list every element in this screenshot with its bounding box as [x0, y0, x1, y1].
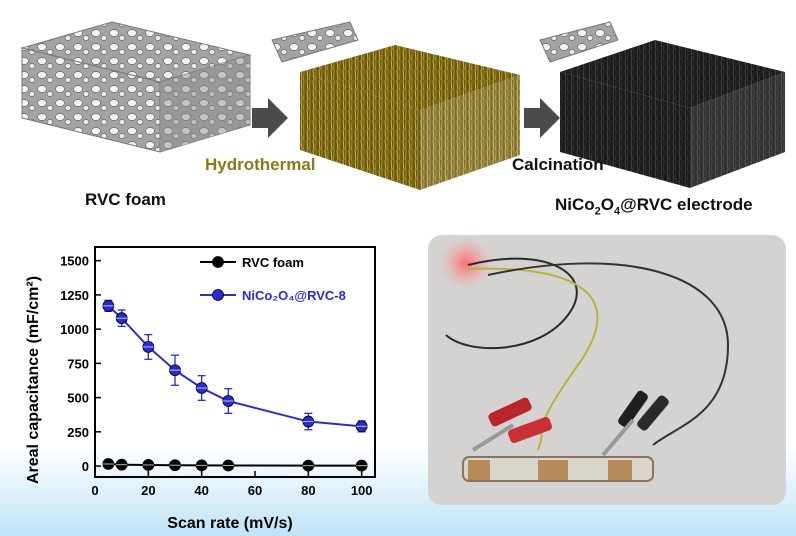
legend-marker — [212, 289, 224, 301]
hydrothermal-block — [271, 21, 520, 190]
y-tick-label: 750 — [67, 356, 89, 371]
y-tick-label: 500 — [67, 391, 89, 406]
x-tick-label: 40 — [194, 483, 208, 498]
hydrothermal-label: Hydrothermal — [205, 155, 316, 174]
legend-label: NiCo₂O₄@RVC-8 — [242, 288, 346, 303]
rvc-foam-label: RVC foam — [85, 190, 166, 209]
red-clip-1 — [471, 397, 552, 452]
x-tick-label: 0 — [91, 483, 98, 498]
y-tick-label: 0 — [82, 459, 89, 474]
arrow-1-icon — [252, 98, 288, 138]
rvc-foam-block — [20, 21, 252, 153]
plot-frame — [94, 246, 376, 478]
black-clip-1 — [601, 390, 669, 457]
legend-marker — [212, 256, 224, 268]
process-schematic — [20, 21, 785, 190]
legend-label: RVC foam — [242, 255, 304, 270]
y-axis-label: Areal capacitance (mF/cm²) — [25, 276, 42, 484]
arrow-2-icon — [524, 98, 560, 138]
result-label: NiCo2O4@RVC electrode — [555, 195, 753, 218]
capacitance-chart: Areal capacitance (mF/cm²) Scan rate (mV… — [25, 246, 376, 532]
y-tick-label: 1500 — [60, 254, 89, 269]
x-tick-label: 60 — [248, 483, 262, 498]
led-glow — [440, 237, 492, 289]
y-tick-label: 1250 — [60, 288, 89, 303]
y-tick-label: 1000 — [60, 322, 89, 337]
x-axis-label: Scan rate (mV/s) — [167, 515, 292, 532]
calcined-block — [539, 21, 785, 188]
series-line — [107, 305, 362, 428]
device-photo — [428, 235, 786, 505]
x-tick-label: 80 — [301, 483, 315, 498]
y-tick-label: 250 — [67, 425, 89, 440]
calcination-label: Calcination — [512, 155, 604, 174]
x-tick-label: 100 — [351, 483, 373, 498]
x-tick-label: 20 — [141, 483, 155, 498]
